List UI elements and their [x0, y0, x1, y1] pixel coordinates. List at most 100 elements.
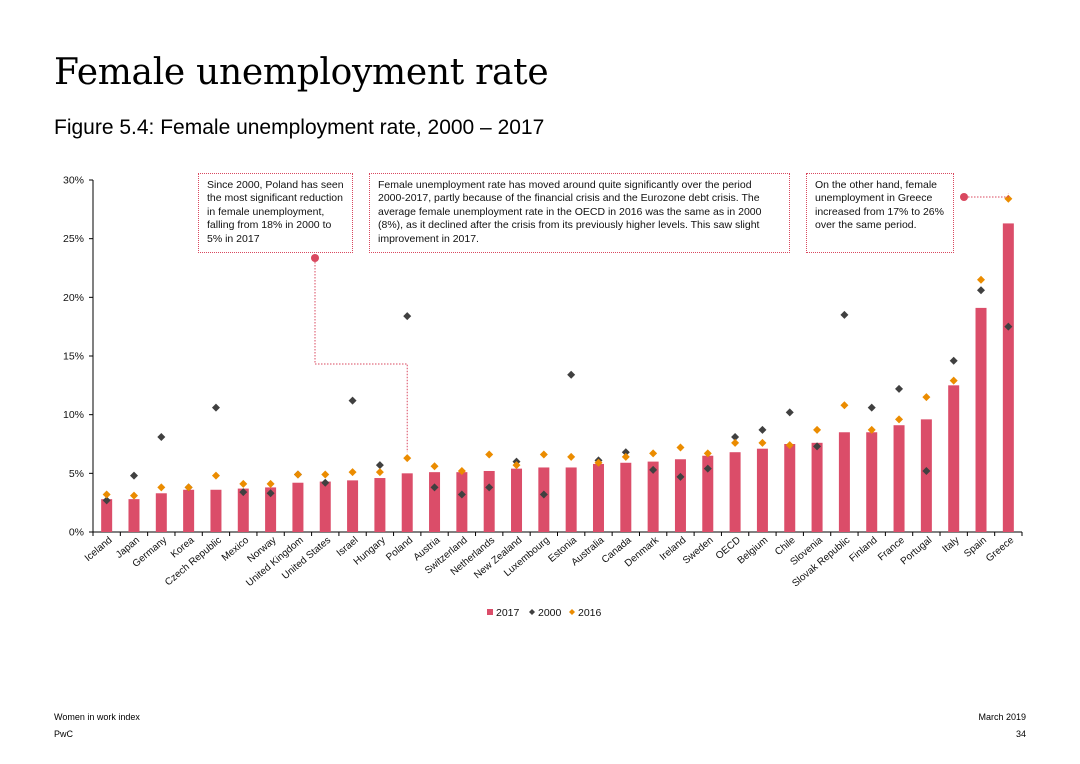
marker-2000: [840, 310, 849, 319]
bar-2017: [374, 478, 386, 532]
annotation-poland: Since 2000, Poland has seen the most sig…: [198, 173, 353, 253]
marker-2000: [321, 478, 330, 487]
bar-2017: [538, 467, 550, 532]
x-tick-label: Poland: [384, 535, 415, 563]
bar-2017: [893, 425, 905, 532]
bar-2017: [975, 307, 987, 532]
marker-2000: [102, 496, 111, 505]
bar-2017: [483, 470, 495, 532]
bar-2017: [101, 499, 113, 532]
marker-2016: [649, 449, 658, 458]
marker-2000: [649, 465, 658, 474]
figure-title: Figure 5.4: Female unemployment rate, 20…: [54, 116, 545, 139]
marker-2000: [485, 483, 494, 492]
marker-2016: [594, 458, 603, 467]
bar-2017: [620, 462, 632, 532]
bar-2017: [183, 489, 195, 532]
marker-2000: [813, 442, 822, 451]
bar-2017: [128, 499, 140, 532]
marker-2016: [731, 438, 740, 447]
x-tick-label: Belgium: [736, 535, 771, 567]
marker-2016: [348, 468, 357, 477]
marker-2016: [403, 454, 412, 463]
legend-label-2016: 2016: [578, 607, 602, 619]
bar-2017: [866, 432, 878, 532]
marker-2016: [239, 479, 248, 488]
marker-2016: [621, 452, 630, 461]
marker-2000: [457, 490, 466, 499]
bar-2017: [811, 442, 823, 532]
marker-2016: [457, 466, 466, 475]
x-tick-label: Italy: [940, 535, 961, 555]
marker-2016: [211, 471, 220, 480]
legend-label-2000: 2000: [538, 607, 562, 619]
marker-2000: [1004, 322, 1013, 331]
marker-2016: [485, 450, 494, 459]
y-tick-label: 0%: [69, 527, 84, 539]
legend-swatch-2017: [487, 609, 493, 615]
bar-2017: [702, 455, 714, 532]
marker-2000: [922, 466, 931, 475]
legend-swatch-2016: [569, 609, 575, 615]
x-tick-label: United States: [280, 535, 333, 582]
footer-company: PwC: [54, 729, 74, 739]
marker-2016: [895, 415, 904, 424]
bar-2017: [1002, 223, 1014, 532]
bar-2017: [265, 487, 277, 532]
footer-report-name: Women in work index: [54, 712, 140, 722]
annotation-greece: On the other hand, female unemployment i…: [806, 173, 954, 253]
footer-page-number: 34: [1015, 729, 1026, 739]
y-tick-label: 20%: [63, 292, 84, 304]
marker-2016: [1004, 194, 1013, 203]
x-tick-label: Greece: [984, 535, 1017, 565]
marker-2000: [403, 312, 412, 321]
bar-2017: [347, 480, 359, 532]
marker-2000: [703, 464, 712, 473]
marker-2016: [567, 452, 576, 461]
marker-2000: [430, 483, 439, 492]
marker-2016: [512, 461, 521, 470]
bar-2017: [920, 419, 932, 532]
bar-2017: [674, 459, 686, 532]
marker-2000: [129, 471, 138, 480]
marker-2016: [102, 490, 111, 499]
marker-2000: [157, 432, 166, 441]
bar-2017: [592, 463, 604, 532]
x-tick-label: Portugal: [899, 535, 935, 567]
annotation-oecd: Female unemployment rate has moved aroun…: [369, 173, 790, 253]
bar-2017: [456, 472, 468, 532]
marker-2000: [567, 370, 576, 379]
legend-swatch-2000: [529, 609, 535, 615]
marker-2000: [731, 432, 740, 441]
marker-2016: [703, 449, 712, 458]
legend-label-2017: 2017: [496, 607, 520, 619]
bar-2017: [647, 461, 659, 532]
bar-2017: [948, 385, 960, 532]
bar-2017: [756, 448, 768, 532]
poland-connector-dot: [311, 254, 319, 262]
y-tick-label: 5%: [69, 468, 84, 480]
marker-2016: [977, 275, 986, 284]
marker-2000: [375, 461, 384, 470]
marker-2016: [184, 483, 193, 492]
marker-2000: [867, 403, 876, 412]
marker-2016: [539, 450, 548, 459]
marker-2016: [321, 470, 330, 479]
marker-2016: [430, 462, 439, 471]
marker-2000: [539, 490, 548, 499]
marker-2000: [785, 408, 794, 417]
marker-2016: [129, 491, 138, 500]
marker-2016: [813, 425, 822, 434]
marker-2016: [676, 443, 685, 452]
y-tick-label: 10%: [63, 409, 84, 421]
marker-2016: [266, 479, 275, 488]
marker-2016: [949, 376, 958, 385]
bar-2017: [429, 472, 441, 532]
marker-2000: [949, 356, 958, 365]
bar-2017: [155, 493, 167, 532]
y-tick-label: 25%: [63, 233, 84, 245]
x-tick-label: Sweden: [681, 535, 716, 567]
greece-connector-dot: [960, 193, 968, 201]
marker-2000: [895, 384, 904, 393]
marker-2016: [922, 393, 931, 402]
